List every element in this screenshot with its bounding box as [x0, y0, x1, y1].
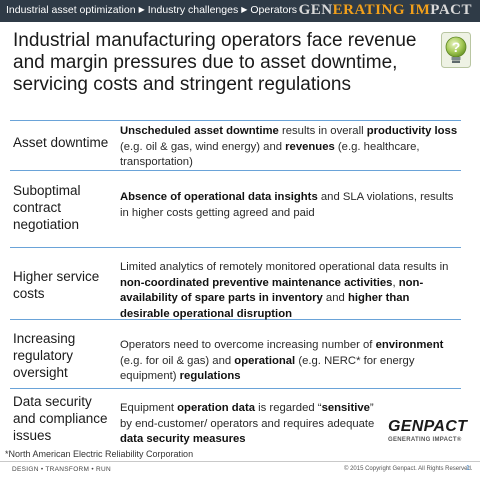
- emphasis-text: non-availability of spare parts in inven…: [120, 276, 424, 305]
- triangle-right-icon: ▶: [241, 5, 248, 14]
- body-text: results in overall: [278, 125, 367, 137]
- body-text: and: [322, 292, 348, 304]
- row-description: Operators need to overcome increasing nu…: [120, 338, 458, 385]
- body-text: ,: [392, 276, 399, 289]
- row-label: Asset downtime: [13, 135, 109, 150]
- emphasis-text: environment: [375, 339, 444, 351]
- body-text: (e.g. for oil & gas) and: [120, 354, 235, 367]
- question-bulb-icon: ?: [441, 32, 471, 68]
- breadcrumb-item[interactable]: Operators: [250, 4, 298, 16]
- emphasis-text: operational: [234, 354, 296, 367]
- row-label: Data security and compliance issues: [13, 394, 108, 443]
- triangle-right-icon: ▶: [138, 5, 145, 14]
- page-number: 1: [466, 465, 470, 472]
- row-description: Unscheduled asset downtime results in ov…: [120, 124, 458, 171]
- body-text: (e.g. healthcare, transportation): [120, 140, 420, 169]
- divider: [10, 319, 461, 320]
- emphasis-text: revenues: [285, 140, 335, 153]
- row-description: Equipment operation data is regarded “se…: [120, 401, 382, 448]
- emphasis-text: higher than desirable operational disrup…: [120, 292, 410, 320]
- row-label: Increasing regulatory oversight: [13, 331, 76, 380]
- divider: [10, 170, 461, 171]
- body-text: Limited analytics of remotely monitored …: [120, 261, 449, 273]
- emphasis-text: Absence of operational data insights: [120, 191, 318, 203]
- body-text: (e.g. oil & gas, wind energy) and: [120, 140, 286, 153]
- emphasis-text: data security measures: [120, 433, 246, 445]
- row-description: Absence of operational data insights and…: [120, 190, 458, 221]
- footnote: *North American Electric Reliability Cor…: [5, 449, 194, 459]
- divider: [10, 120, 461, 121]
- emphasis-text: operation data: [177, 402, 255, 414]
- body-text: Operators need to overcome increasing nu…: [120, 339, 376, 351]
- breadcrumb: Industrial asset optimization ▶ Industry c…: [6, 4, 297, 16]
- body-text: and SLA violations, results in higher co…: [120, 191, 454, 219]
- row-label: Higher service costs: [13, 269, 100, 301]
- footer-tagline: DESIGN • TRANSFORM • RUN: [12, 466, 112, 473]
- brand-text-part: PACT: [430, 2, 472, 18]
- row-label: Suboptimal contract negotiation: [13, 183, 81, 232]
- emphasis-text: productivity loss: [366, 125, 458, 137]
- page-title: Industrial manufacturing operators face …: [13, 30, 417, 95]
- row-description: Limited analytics of remotely monitored …: [120, 260, 458, 322]
- footer-divider: [0, 461, 480, 462]
- logo-wordmark: GENPACT: [388, 418, 468, 435]
- copyright: © 2015 Copyright Genpact. All Rights Res…: [344, 466, 473, 472]
- emphasis-text: non-coordinated preventive maintenance a…: [120, 276, 393, 289]
- brand-text-part: ERATING IM: [332, 2, 431, 18]
- emphasis-text: Unscheduled asset downtime: [120, 125, 279, 137]
- genpact-logo: GENPACT GENERATING IMPACT®: [388, 418, 470, 458]
- body-text: (e.g. NERC* for energy equipment): [120, 354, 415, 383]
- breadcrumb-item[interactable]: Industry challenges: [147, 4, 239, 16]
- breadcrumb-item[interactable]: Industrial asset optimization: [6, 4, 136, 16]
- body-text: Equipment: [120, 402, 178, 414]
- divider: [10, 247, 461, 248]
- top-bar: Industrial asset optimization ▶ Industry c…: [0, 0, 480, 22]
- body-text: ” by end-customer/ operators and require…: [120, 402, 375, 430]
- brand-banner: GENERATING IMPACT: [299, 2, 472, 19]
- logo-tagline: GENERATING IMPACT®: [388, 437, 462, 443]
- emphasis-text: regulations: [179, 370, 241, 382]
- brand-text-part: GEN: [298, 2, 333, 18]
- divider: [10, 388, 461, 389]
- emphasis-text: sensitive: [321, 402, 370, 414]
- svg-text:?: ?: [452, 39, 461, 55]
- body-text: is regarded “: [255, 402, 322, 414]
